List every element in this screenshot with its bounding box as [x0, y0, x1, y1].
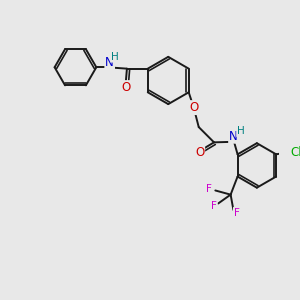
Text: N: N — [229, 130, 238, 143]
Text: O: O — [195, 146, 204, 159]
Text: O: O — [189, 101, 198, 114]
Text: F: F — [211, 201, 217, 211]
Text: Cl: Cl — [291, 146, 300, 159]
Text: O: O — [121, 81, 130, 94]
Text: N: N — [105, 56, 114, 69]
Text: H: H — [237, 126, 245, 136]
Text: H: H — [111, 52, 119, 62]
Text: F: F — [234, 208, 240, 218]
Text: F: F — [206, 184, 212, 194]
